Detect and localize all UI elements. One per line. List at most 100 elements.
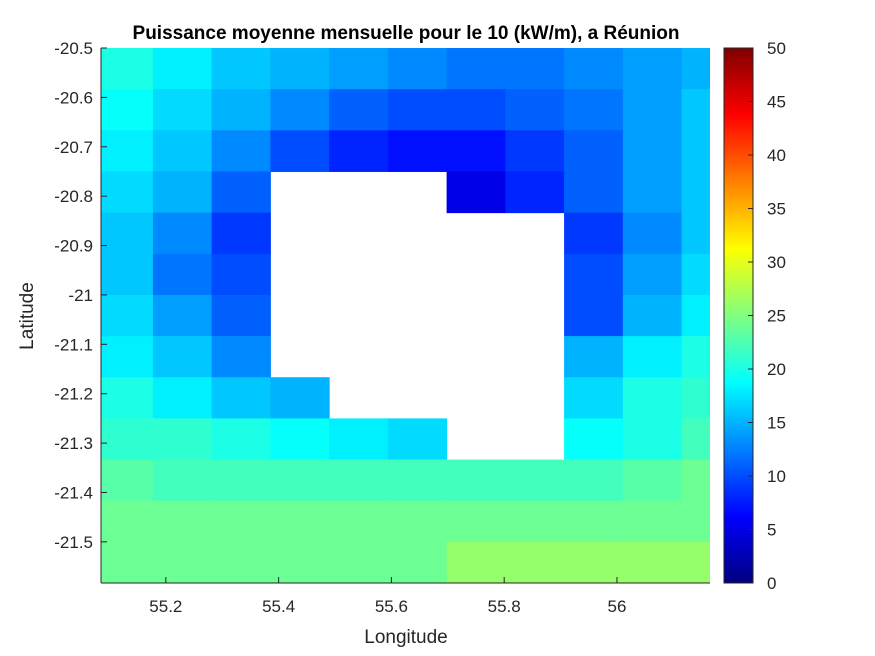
heatmap-cell	[564, 500, 624, 543]
heatmap-cell	[152, 500, 213, 543]
heatmap-cell	[622, 500, 683, 543]
heatmap-cell	[622, 89, 683, 131]
heatmap-cell	[681, 541, 710, 583]
heatmap-cell	[622, 336, 683, 378]
colorbar-tick-label: 30	[767, 253, 786, 272]
heatmap-cell	[270, 48, 330, 90]
y-tick-label: -21.1	[54, 335, 93, 354]
heatmap-cell	[152, 459, 213, 502]
heatmap-cell	[270, 89, 330, 131]
heatmap-cell	[211, 541, 271, 583]
heatmap-cell	[152, 48, 213, 90]
heatmap-cell	[446, 500, 506, 543]
x-tick-label: 55.8	[488, 597, 521, 616]
heatmap-cell	[564, 89, 624, 131]
heatmap-cell	[564, 541, 624, 583]
heatmap-cell	[101, 212, 154, 255]
heatmap-cell	[211, 48, 271, 90]
heatmap-cell	[152, 294, 213, 337]
heatmap-cell	[329, 89, 389, 131]
heatmap-cell	[622, 377, 683, 419]
colorbar-tick-label: 15	[767, 414, 786, 433]
heatmap-cell	[211, 336, 271, 378]
y-tick-label: -21	[68, 286, 93, 305]
heatmap-cell	[152, 336, 213, 378]
y-axis-label: Latitude	[17, 282, 38, 350]
heatmap-cell	[152, 377, 213, 419]
colorbar-tick-label: 20	[767, 360, 786, 379]
colorbar-tick-label: 5	[767, 521, 776, 540]
heatmap-cell	[446, 541, 506, 583]
heatmap-cell	[564, 418, 624, 461]
heatmap-cell	[446, 48, 506, 90]
heatmap-cell	[564, 336, 624, 378]
colorbar-tick-label: 45	[767, 93, 786, 112]
heatmap-cell	[505, 48, 565, 90]
heatmap-cell	[101, 48, 154, 90]
heatmap-cell	[681, 89, 710, 131]
heatmap-cell	[505, 130, 565, 172]
heatmap-cell	[329, 48, 389, 90]
heatmap-cell	[622, 253, 683, 296]
heatmap-cell	[387, 500, 448, 543]
heatmap-cell	[564, 48, 624, 90]
heatmap-cell	[564, 130, 624, 172]
heatmap-cell	[681, 377, 710, 419]
heatmap-cell	[101, 130, 154, 172]
heatmap-cell	[211, 500, 271, 543]
x-axis-label: Longitude	[364, 627, 447, 648]
heatmap-cell	[681, 212, 710, 255]
heatmap-cell	[681, 294, 710, 337]
y-tick-label: -21.5	[54, 533, 93, 552]
heatmap-cell	[211, 130, 271, 172]
heatmap-cell	[329, 459, 389, 502]
heatmap-cell	[622, 294, 683, 337]
heatmap-cell	[101, 253, 154, 296]
heatmap-cell	[564, 171, 624, 214]
heatmap-cell	[564, 294, 624, 337]
colorbar-tick-label: 10	[767, 467, 786, 486]
heatmap-cell	[681, 459, 710, 502]
y-tick-label: -21.2	[54, 385, 93, 404]
heatmap-cell	[387, 48, 448, 90]
x-tick-label: 55.4	[262, 597, 295, 616]
heatmap-cell	[564, 253, 624, 296]
heatmap-cell	[270, 418, 330, 461]
heatmap-cell	[446, 89, 506, 131]
heatmap-cells	[101, 48, 710, 583]
heatmap-cell	[446, 130, 506, 172]
heatmap-cell	[622, 212, 683, 255]
heatmap-cell	[101, 336, 154, 378]
heatmap-cell	[211, 253, 271, 296]
heatmap-cell	[211, 418, 271, 461]
heatmap-cell	[270, 459, 330, 502]
heatmap-cell	[505, 541, 565, 583]
heatmap-cell	[152, 418, 213, 461]
heatmap-cell	[152, 253, 213, 296]
y-tick-label: -20.9	[54, 237, 93, 256]
heatmap-cell	[101, 459, 154, 502]
y-tick-label: -20.8	[54, 187, 93, 206]
heatmap-cell	[211, 459, 271, 502]
x-tick-label: 55.6	[375, 597, 408, 616]
heatmap-cell	[101, 541, 154, 583]
heatmap-cell	[681, 418, 710, 461]
colorbar-tick-label: 25	[767, 307, 786, 326]
colorbar-tick-label: 0	[767, 574, 776, 593]
heatmap-cell	[564, 377, 624, 419]
heatmap-cell	[211, 294, 271, 337]
heatmap-cell	[270, 500, 330, 543]
heatmap-cell	[329, 130, 389, 172]
heatmap-cell	[101, 418, 154, 461]
heatmap-cell	[211, 171, 271, 214]
heatmap-cell	[329, 541, 389, 583]
colorbar-tick-label: 40	[767, 146, 786, 165]
heatmap-cell	[101, 294, 154, 337]
heatmap-cell	[681, 500, 710, 543]
heatmap-cell	[211, 377, 271, 419]
heatmap-cell	[505, 500, 565, 543]
heatmap-cell	[622, 541, 683, 583]
heatmap-cell	[681, 130, 710, 172]
heatmap-cell	[681, 171, 710, 214]
